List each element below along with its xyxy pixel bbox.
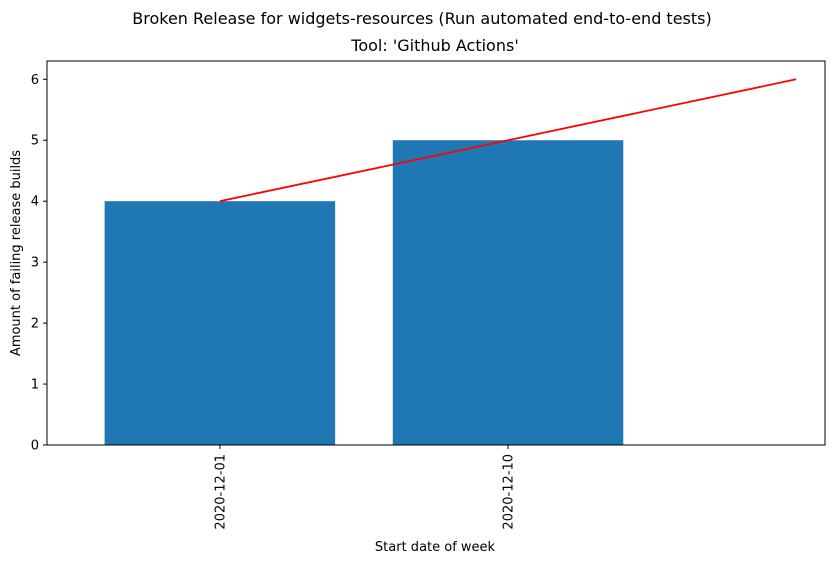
y-tick-label: 5 — [31, 134, 39, 149]
x-axis-label: Start date of week — [375, 540, 496, 555]
bar-0 — [104, 201, 336, 445]
y-tick-label: 6 — [31, 73, 39, 88]
x-tick-label: 2020-12-10 — [502, 454, 517, 530]
trend-line — [219, 78, 797, 203]
plot-area: 0 1 2 3 4 5 6 2020-12-01 2020-12-10 — [31, 60, 826, 530]
chart-title: Tool: 'Github Actions' — [350, 36, 518, 55]
x-tick-label: 2020-12-01 — [213, 454, 228, 530]
y-tick-label: 3 — [31, 256, 39, 271]
plot-frame — [46, 60, 826, 446]
y-tick-label: 4 — [31, 195, 39, 210]
chart-suptitle: Broken Release for widgets-resources (Ru… — [132, 9, 711, 28]
y-tick-label: 2 — [31, 317, 39, 332]
y-tick-label: 0 — [31, 439, 39, 454]
bar-1 — [392, 140, 624, 445]
y-axis-label: Amount of failing release builds — [9, 150, 24, 356]
y-tick-label: 1 — [31, 378, 39, 393]
